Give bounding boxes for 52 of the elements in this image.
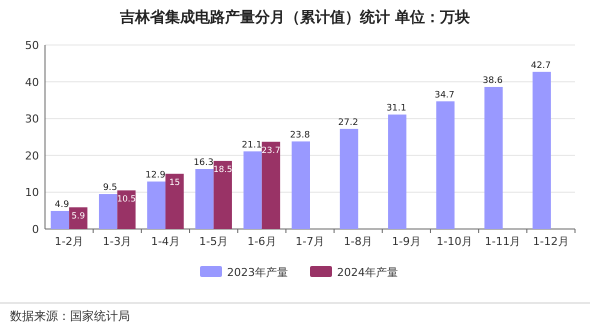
- data-label: 15: [169, 178, 180, 188]
- data-label: 16.3: [194, 158, 214, 168]
- bar: [484, 86, 503, 229]
- bar: [165, 174, 184, 229]
- data-label: 9.5: [102, 183, 118, 194]
- y-tick-label: 20: [25, 149, 39, 162]
- y-tick-label: 40: [25, 76, 39, 89]
- y-tick-label: 50: [25, 39, 39, 52]
- source-note: 数据来源：国家统计局: [10, 309, 130, 323]
- x-tick-label: 1-9月: [392, 235, 421, 248]
- x-tick-label: 1-8月: [344, 235, 373, 248]
- data-label: 18.5: [213, 164, 232, 175]
- x-tick-label: 1-5月: [199, 235, 228, 248]
- bar: [147, 182, 166, 229]
- data-label: 12.9: [145, 170, 166, 181]
- data-label: 23.7: [262, 146, 280, 156]
- bar: [195, 169, 214, 229]
- bar: [117, 190, 136, 229]
- x-tick-label: 1-4月: [150, 235, 180, 248]
- bar: [98, 194, 118, 229]
- x-tick-label: 1-12月: [532, 235, 569, 248]
- bar: [244, 151, 262, 229]
- bar: [214, 160, 232, 229]
- data-label: 23.8: [290, 130, 310, 140]
- y-tick-label: 10: [25, 186, 39, 200]
- y-tick-label: 0: [32, 223, 39, 236]
- x-tick-label: 1-2月: [54, 235, 84, 248]
- data-label: 38.6: [482, 76, 503, 86]
- legend-label: 2023年产量: [227, 266, 288, 279]
- bar: [262, 142, 280, 229]
- data-label: 27.2: [338, 118, 358, 128]
- x-tick-label: 1-3月: [102, 235, 132, 248]
- bar: [340, 128, 358, 229]
- x-tick-label: 1-10月: [436, 235, 473, 248]
- data-label: 31.1: [386, 104, 406, 114]
- x-tick-label: 1-6月: [247, 235, 276, 248]
- data-label: 21.1: [242, 140, 262, 150]
- data-label: 5.9: [71, 211, 86, 222]
- chart-title: 吉林省集成电路产量分月（累计值）统计 单位：万块: [118, 8, 470, 26]
- bar: [50, 210, 70, 229]
- bar: [436, 101, 455, 229]
- x-tick-label: 1-7月: [296, 235, 324, 248]
- y-tick-label: 30: [25, 112, 39, 126]
- data-label: 10.5: [116, 194, 136, 204]
- x-tick-label: 1-11月: [484, 235, 521, 248]
- bar: [388, 114, 406, 229]
- data-label: 42.7: [530, 60, 551, 71]
- bar: [532, 72, 551, 229]
- bar: [292, 141, 310, 229]
- data-label: 34.7: [434, 90, 455, 100]
- data-label: 4.9: [54, 200, 70, 210]
- legend-label: 2024年产量: [337, 266, 398, 279]
